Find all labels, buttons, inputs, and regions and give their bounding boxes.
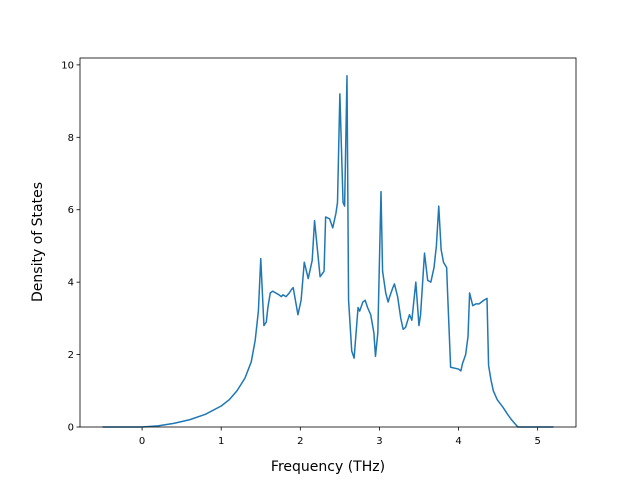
x-tick-label: 1 — [218, 436, 224, 447]
x-tick-label: 2 — [297, 436, 303, 447]
plot-frame — [79, 57, 577, 428]
y-tick-label: 6 — [68, 205, 74, 216]
x-tick-label: 5 — [534, 436, 540, 447]
y-tick-label: 10 — [61, 60, 74, 71]
y-tick-label: 0 — [68, 423, 74, 434]
x-tick-label: 3 — [376, 436, 382, 447]
y-axis-label: Density of States — [30, 182, 46, 302]
x-tick-label: 0 — [139, 436, 145, 447]
y-tick-label: 8 — [68, 133, 74, 144]
y-tick-label: 4 — [68, 278, 74, 289]
dos-line — [102, 74, 554, 428]
y-tick-label: 2 — [68, 350, 74, 361]
x-axis-label: Frequency (THz) — [271, 459, 385, 475]
x-tick-label: 4 — [455, 436, 461, 447]
